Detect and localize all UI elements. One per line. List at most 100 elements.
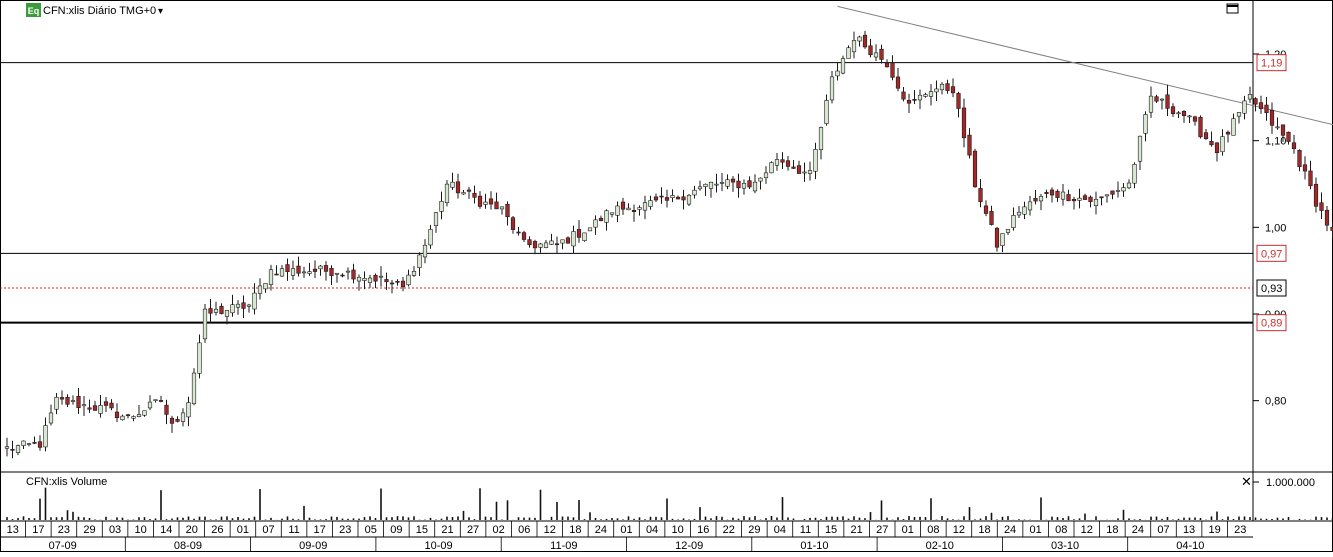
candle-body	[401, 281, 405, 287]
candle-body	[517, 232, 521, 233]
candle-body	[154, 400, 158, 401]
day-label: 24	[1004, 524, 1016, 536]
candle-body	[803, 172, 807, 173]
candle-body	[748, 181, 752, 187]
candle-body	[407, 275, 411, 285]
month-label: 04-10	[1176, 540, 1204, 552]
day-label: 12	[953, 524, 965, 536]
candle-body	[704, 184, 708, 186]
candle-body	[1270, 110, 1274, 125]
candle-body	[1171, 107, 1175, 114]
candle-body	[148, 402, 152, 408]
candle-body	[396, 281, 400, 282]
price-tag-label: 0,89	[1261, 318, 1282, 330]
candle-body	[1232, 119, 1236, 136]
candle-body	[330, 268, 334, 275]
candle-body	[1303, 165, 1307, 171]
candle-body	[649, 201, 653, 207]
candle-body	[467, 190, 471, 191]
candle-body	[847, 48, 851, 59]
candle-body	[726, 180, 730, 187]
candle-body	[797, 166, 801, 174]
candle-body	[775, 160, 779, 166]
candle-body	[418, 255, 422, 268]
candle-body	[698, 187, 702, 189]
candle-body	[836, 71, 840, 76]
candle-body	[1215, 143, 1219, 153]
candle-body	[1017, 212, 1021, 215]
close-icon[interactable]: ✕	[1241, 474, 1252, 489]
candle-body	[1325, 210, 1329, 225]
day-label: 26	[211, 524, 223, 536]
candle-body	[880, 49, 884, 59]
day-label: 16	[697, 524, 709, 536]
candle-body	[231, 305, 235, 313]
chart-header[interactable]: Eq CFN:xlis Diário TMG+0 ▾	[26, 3, 163, 17]
candle-body	[544, 243, 548, 248]
candle-body	[143, 411, 147, 416]
candle-body	[203, 309, 207, 339]
candle-body	[269, 270, 273, 285]
day-label: 04	[774, 524, 786, 536]
candle-body	[346, 271, 350, 272]
candle-body	[110, 403, 114, 408]
candle-body	[676, 197, 680, 199]
day-label: 01	[1030, 524, 1042, 536]
candle-body	[1276, 127, 1280, 128]
candle-body	[66, 397, 70, 404]
candle-body	[770, 163, 774, 173]
day-label: 23	[1234, 524, 1246, 536]
candle-body	[550, 241, 554, 245]
candle-body	[1287, 132, 1291, 141]
candle-body	[1056, 191, 1060, 197]
candle-body	[176, 419, 180, 421]
candle-body	[429, 229, 433, 245]
day-label: 01	[902, 524, 914, 536]
month-label: 09-09	[299, 540, 327, 552]
candle-body	[1182, 111, 1186, 115]
maximize-icon[interactable]	[1227, 4, 1238, 13]
candle-body	[720, 182, 724, 183]
candle-body	[638, 208, 642, 210]
candle-body	[1034, 198, 1038, 201]
day-label: 11	[288, 524, 299, 536]
candle-body	[1155, 97, 1159, 102]
candle-body	[71, 400, 75, 401]
day-label: 29	[748, 524, 760, 536]
candle-body	[1309, 171, 1313, 186]
day-label: 24	[595, 524, 607, 536]
day-label: 10	[135, 524, 147, 536]
day-label: 19	[1209, 524, 1221, 536]
day-label: 03	[109, 524, 121, 536]
candle-body	[1094, 199, 1098, 205]
candle-body	[1320, 203, 1324, 211]
day-label: 22	[723, 524, 735, 536]
candle-body	[280, 269, 284, 276]
candle-body	[302, 272, 306, 273]
candle-body	[1254, 99, 1258, 105]
day-label: 11	[800, 524, 811, 536]
candle-body	[209, 309, 213, 314]
month-label: 11-09	[550, 540, 577, 552]
candle-body	[385, 279, 389, 281]
candle-body	[352, 270, 356, 279]
candle-body	[924, 95, 928, 97]
month-label: 08-09	[174, 540, 202, 552]
candle-body	[1199, 117, 1203, 137]
candle-body	[599, 218, 603, 220]
candle-body	[181, 413, 185, 422]
candle-body	[885, 63, 889, 67]
candle-body	[660, 196, 664, 197]
candle-body	[654, 197, 658, 200]
day-label: 18	[978, 524, 990, 536]
candle-body	[830, 77, 834, 100]
candle-body	[687, 195, 691, 204]
chevron-down-icon[interactable]: ▾	[158, 6, 163, 17]
candle-body	[1089, 197, 1093, 202]
candle-body	[1111, 191, 1115, 194]
candle-body	[489, 199, 493, 204]
candle-body	[242, 303, 246, 309]
candle-body	[313, 269, 317, 271]
